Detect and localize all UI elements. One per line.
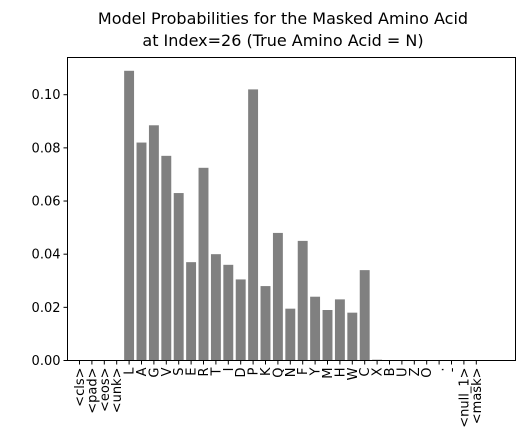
x-tick-label-14: P — [247, 367, 262, 375]
x-tick-label-16: Q — [271, 368, 286, 378]
bar-6 — [148, 125, 159, 361]
y-tick-label-0: 0.00 — [32, 354, 61, 369]
x-tick-label-9: E — [185, 368, 200, 376]
chart-title-line-1: Model Probabilities for the Masked Amino… — [98, 9, 468, 28]
x-tick-label-12: I — [222, 368, 237, 372]
bar-4 — [124, 70, 135, 361]
y-tick-label-5: 0.10 — [32, 88, 61, 103]
bar-14 — [248, 89, 259, 361]
bar-9 — [186, 262, 197, 361]
x-tick-label-20: M — [321, 368, 336, 379]
y-axis: 0.00 0.02 0.04 0.06 0.08 0.10 — [32, 88, 68, 369]
x-tick-label-21: H — [333, 368, 348, 378]
x-axis: <cls><pad><eos><unk>LAGVSERTIDPKQNFYMHWC… — [73, 360, 485, 428]
chart-title-line-2: at Index=26 (True Amino Acid = N) — [142, 31, 423, 50]
bar-20 — [322, 310, 333, 361]
x-tick-label-6: G — [147, 368, 162, 378]
bar-18 — [297, 240, 308, 361]
x-tick-label-5: A — [135, 367, 150, 376]
bar-13 — [235, 279, 246, 361]
bar-5 — [136, 142, 147, 361]
bar-16 — [272, 232, 283, 361]
bars-group — [124, 70, 383, 361]
x-tick-label-0: <cls> — [73, 368, 88, 407]
x-tick-label-24: X — [371, 367, 386, 376]
x-tick-label-18: F — [296, 368, 311, 375]
x-tick-label-3: <unk> — [110, 368, 125, 414]
bar-8 — [173, 193, 184, 361]
bar-10 — [198, 167, 209, 361]
x-tick-label-1: <pad> — [85, 368, 100, 414]
bar-7 — [161, 155, 172, 361]
bar-21 — [334, 299, 345, 361]
x-tick-label-26: U — [395, 368, 410, 378]
bar-19 — [310, 296, 321, 361]
bar-23 — [359, 270, 370, 361]
y-tick-label-2: 0.04 — [32, 248, 61, 263]
y-tick-label-4: 0.08 — [32, 141, 61, 156]
x-tick-label-19: Y — [309, 367, 324, 376]
bar-17 — [285, 308, 296, 361]
x-tick-label-2: <eos> — [98, 368, 113, 413]
x-tick-label-25: B — [383, 368, 398, 377]
x-tick-label-13: D — [234, 368, 249, 378]
x-tick-label-8: S — [172, 368, 187, 376]
y-tick-label-3: 0.06 — [32, 195, 61, 210]
x-tick-label-29: . — [433, 368, 448, 372]
x-tick-label-4: L — [123, 367, 138, 375]
x-tick-label-17: N — [284, 368, 299, 378]
bar-11 — [210, 254, 221, 361]
x-tick-label-32: <mask> — [470, 368, 485, 425]
x-tick-label-30: - — [445, 367, 460, 372]
x-tick-label-15: K — [259, 367, 274, 376]
bar-22 — [347, 312, 358, 361]
x-tick-label-23: C — [358, 368, 373, 377]
x-tick-label-7: V — [160, 367, 175, 376]
x-tick-label-10: R — [197, 368, 212, 377]
x-tick-label-22: W — [346, 367, 361, 380]
x-tick-label-11: T — [209, 367, 224, 376]
bar-12 — [223, 264, 234, 361]
x-tick-label-31: <null_1> — [457, 368, 472, 428]
y-tick-label-1: 0.02 — [32, 301, 61, 316]
plot-frame — [67, 57, 516, 361]
x-tick-label-27: Z — [408, 367, 423, 376]
x-tick-label-28: O — [420, 368, 435, 378]
bar-15 — [260, 286, 271, 361]
